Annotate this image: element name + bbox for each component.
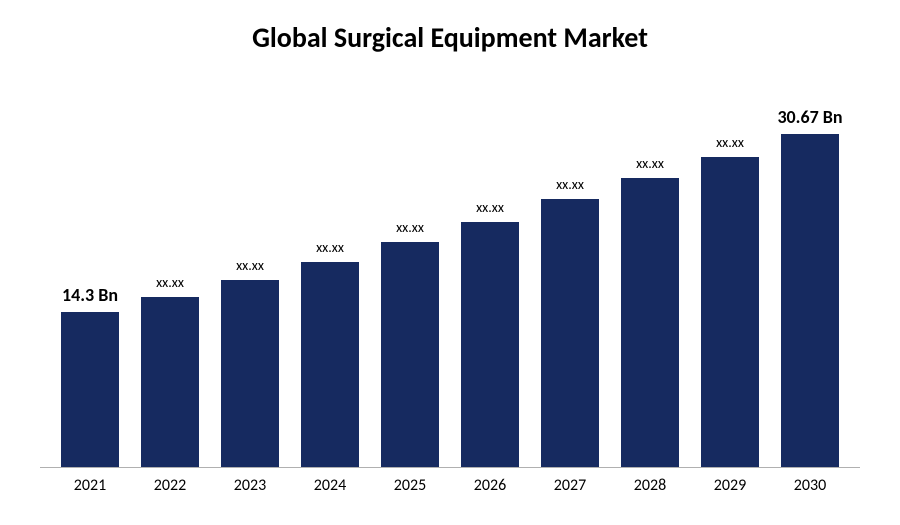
x-tick-label: 2026 xyxy=(453,476,527,495)
bar-value-label: xx.xx xyxy=(156,274,184,291)
bar-group: xx.xx xyxy=(293,239,367,467)
bar-group: xx.xx xyxy=(373,219,447,467)
bar-value-label: xx.xx xyxy=(316,239,344,256)
x-tick-label: 2029 xyxy=(693,476,767,495)
bar-value-label: 30.67 Bn xyxy=(777,106,842,128)
x-tick-label: 2022 xyxy=(133,476,207,495)
bar xyxy=(381,242,439,467)
bar xyxy=(301,262,359,467)
bar-group: xx.xx xyxy=(693,134,767,468)
bar-group: xx.xx xyxy=(613,155,687,467)
bar xyxy=(221,280,279,467)
chart-title: Global Surgical Equipment Market xyxy=(252,20,648,55)
bar xyxy=(461,222,519,467)
x-tick-label: 2030 xyxy=(773,476,847,495)
bar-group: xx.xx xyxy=(213,257,287,467)
bar-group: 14.3 Bn xyxy=(53,284,127,467)
bar-group: xx.xx xyxy=(533,176,607,467)
plot-region: 14.3 Bn xx.xx xx.xx xx.xx xx.xx xx.xx xx.xx xx.… xyxy=(40,85,860,468)
bar-value-label: xx.xx xyxy=(716,134,744,151)
x-tick-label: 2024 xyxy=(293,476,367,495)
chart-area: 14.3 Bn xx.xx xx.xx xx.xx xx.xx xx.xx xx.xx xx.… xyxy=(40,85,860,495)
bar xyxy=(541,199,599,467)
bar-value-label: xx.xx xyxy=(556,176,584,193)
bar-group: 30.67 Bn xyxy=(773,106,847,467)
x-tick-label: 2023 xyxy=(213,476,287,495)
bar xyxy=(141,297,199,467)
bar xyxy=(61,312,119,467)
bar-value-label: xx.xx xyxy=(476,199,504,216)
x-axis: 2021 2022 2023 2024 2025 2026 2027 2028 2029 2030 xyxy=(40,468,860,495)
bar-group: xx.xx xyxy=(133,274,207,467)
bar-value-label: 14.3 Bn xyxy=(62,284,118,306)
bar-value-label: xx.xx xyxy=(396,219,424,236)
bar xyxy=(621,178,679,467)
bar-value-label: xx.xx xyxy=(236,257,264,274)
bar-group: xx.xx xyxy=(453,199,527,467)
bar xyxy=(701,157,759,468)
x-tick-label: 2025 xyxy=(373,476,447,495)
x-tick-label: 2028 xyxy=(613,476,687,495)
bar xyxy=(781,134,839,467)
bar-value-label: xx.xx xyxy=(636,155,664,172)
x-tick-label: 2021 xyxy=(53,476,127,495)
x-tick-label: 2027 xyxy=(533,476,607,495)
